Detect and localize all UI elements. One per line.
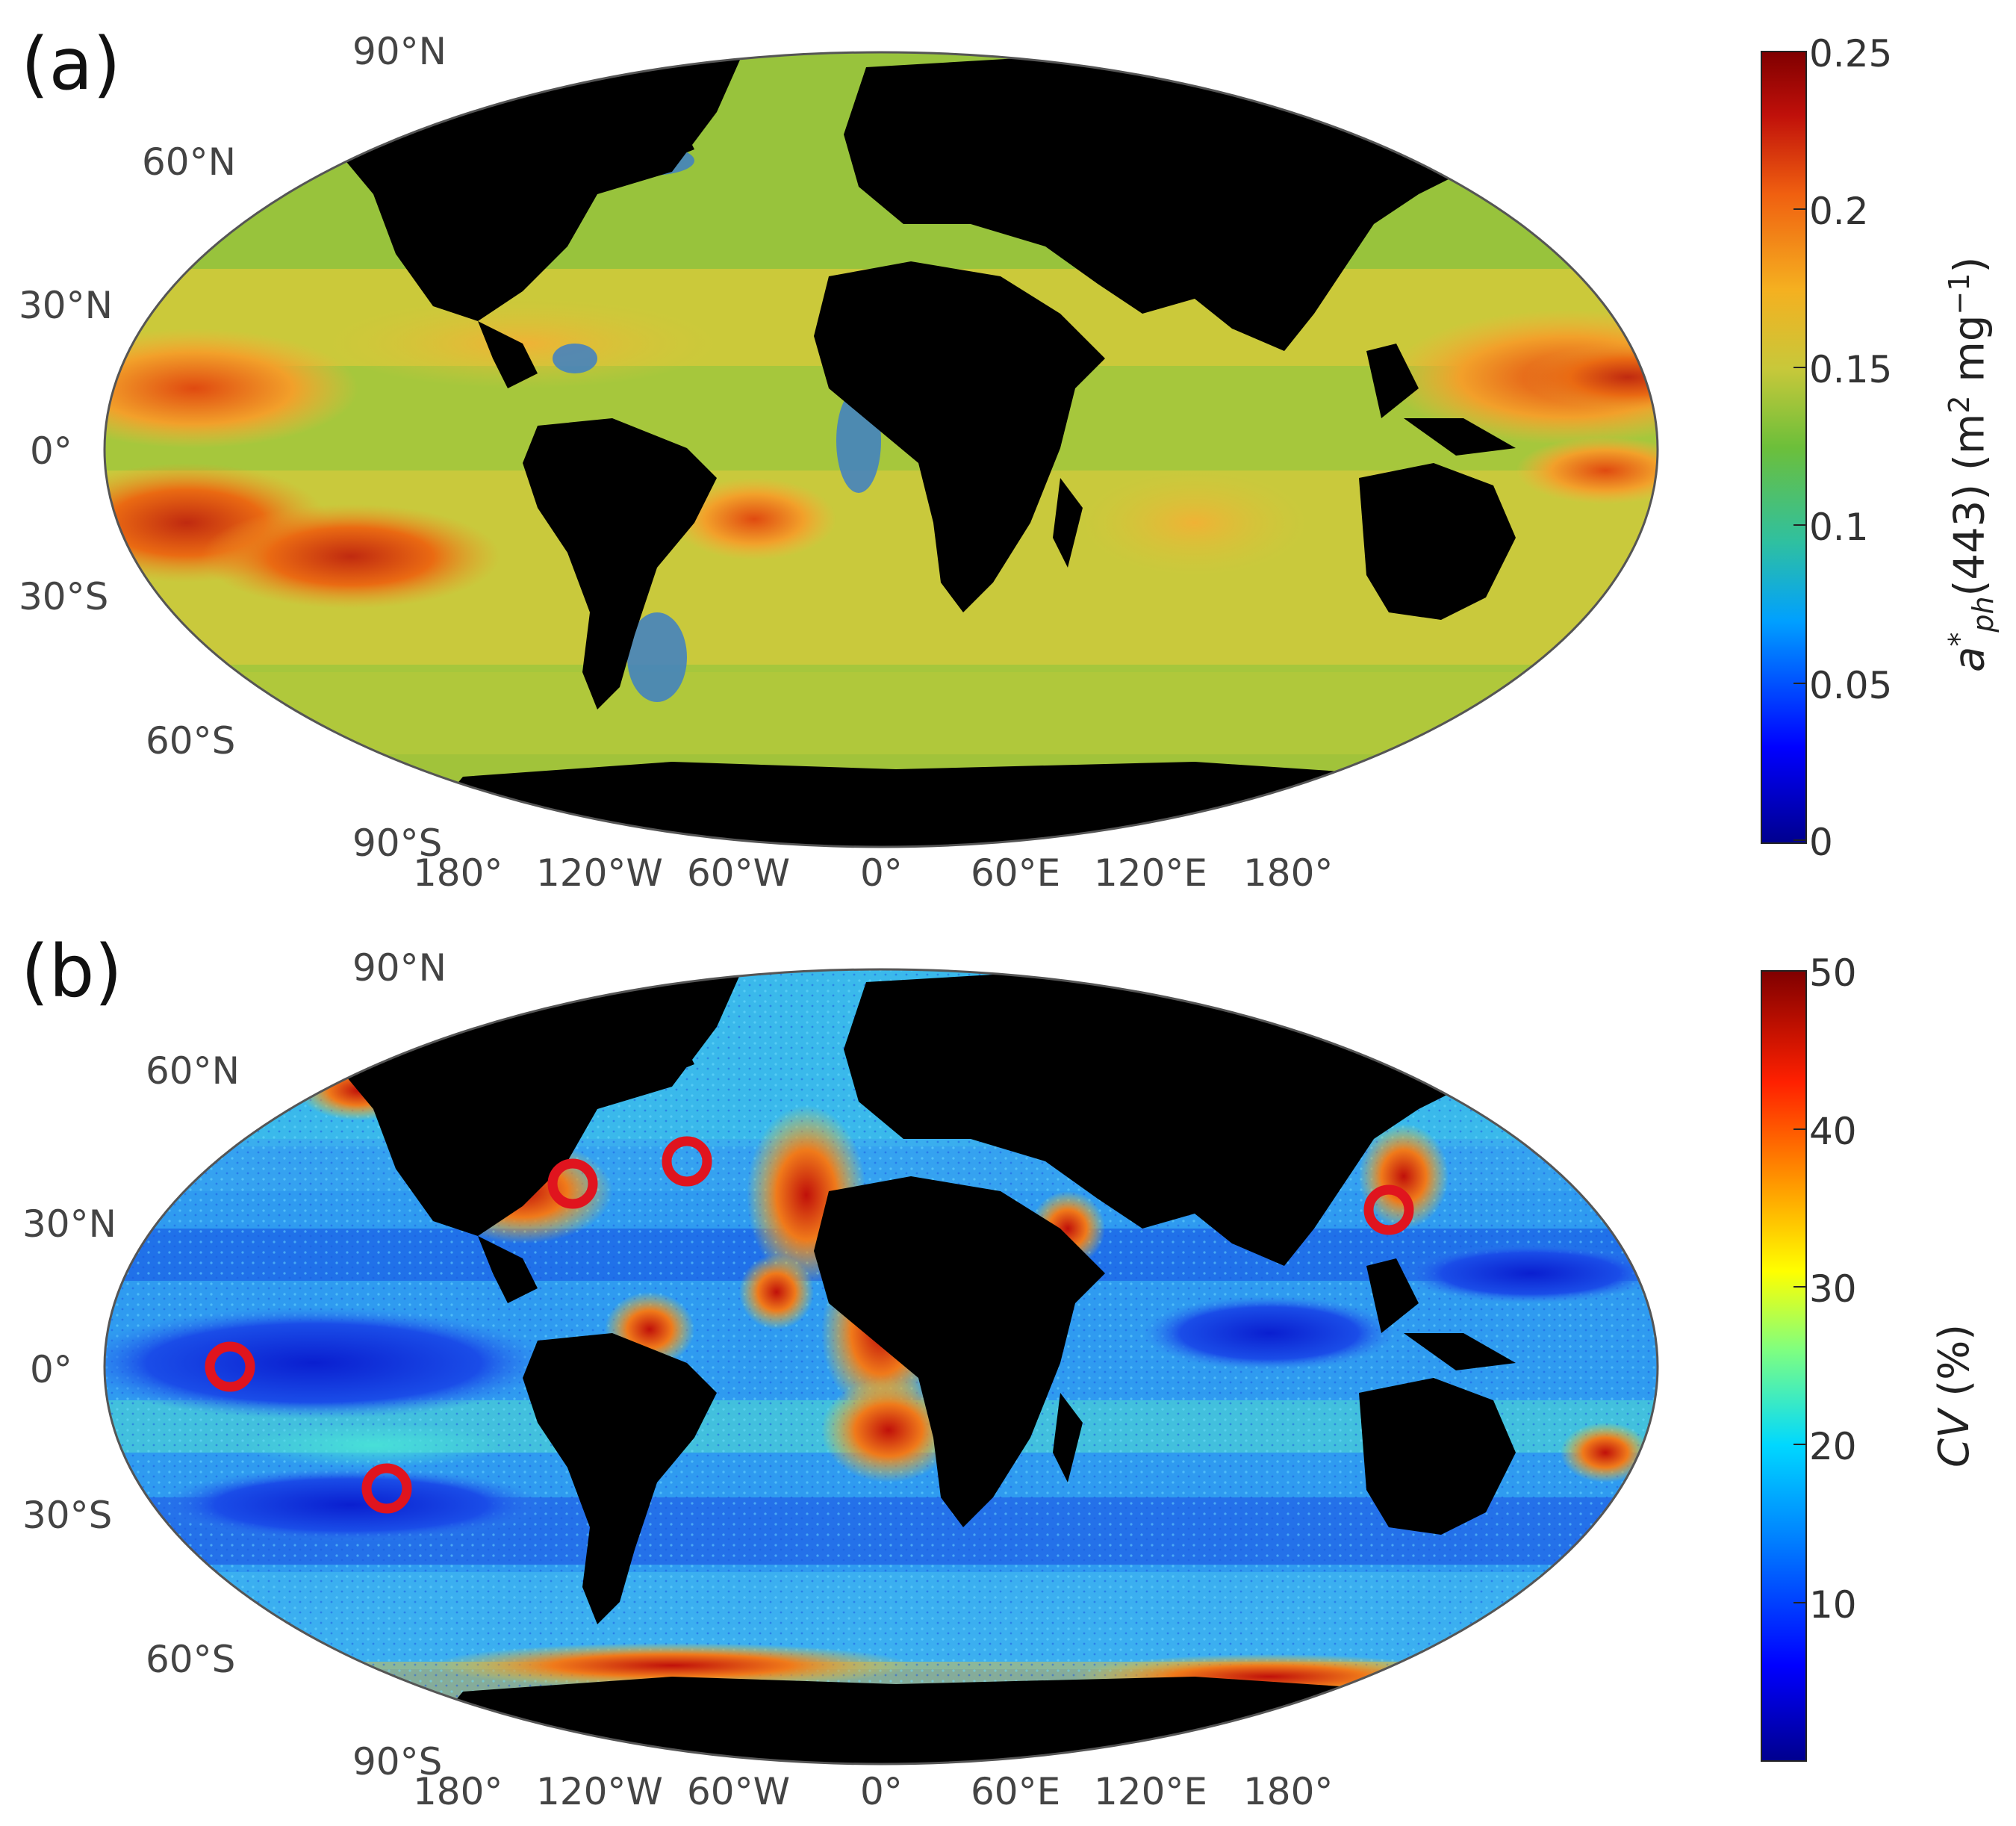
panel-b-letter: (b) — [21, 930, 122, 1013]
panel-a-lat-60n: 60°N — [142, 140, 237, 184]
panel-a-lat-60s: 60°S — [146, 719, 236, 763]
panel-b-cbar-tickmark — [1793, 1286, 1805, 1288]
panel-a-cbar-tick-0.25: 0.25 — [1809, 32, 1893, 75]
panel-a-cbar-tickmark — [1793, 51, 1805, 52]
panel-a-lon-180e: 180° — [1243, 851, 1334, 895]
panel-b-lon-180e: 180° — [1243, 1770, 1334, 1813]
panel-b-lat-0: 0° — [30, 1348, 72, 1391]
marker-circle — [205, 1341, 255, 1392]
panel-b-cbar-tickmark — [1793, 970, 1805, 972]
panel-b-markers — [205, 1136, 1414, 1514]
panel-b-ocean — [105, 969, 1658, 1764]
panel-a-lon-60e: 60°E — [971, 851, 1061, 895]
panel-b-lat-90s: 90°S — [352, 1740, 443, 1783]
panel-a-lat-90s: 90°S — [352, 822, 443, 865]
panel-a-cbar-tickmark — [1793, 524, 1805, 526]
panel-a-lon-0: 0° — [860, 851, 903, 895]
panel-a-cbar-tickmark — [1793, 208, 1805, 210]
panel-a-colorbar — [1761, 51, 1807, 844]
marker-circle — [547, 1158, 598, 1209]
panel-b-cbar-tick-10: 10 — [1809, 1583, 1857, 1627]
panel-a-cbar-tick-0.05: 0.05 — [1809, 664, 1893, 707]
panel-b-lon-0: 0° — [860, 1770, 903, 1813]
panel-b-map-frame — [103, 968, 1659, 1766]
panel-b-cbar-tick-30: 30 — [1809, 1267, 1857, 1311]
panel-b-cbar-tickmark — [1793, 1128, 1805, 1130]
panel-b-cbar-tick-50: 50 — [1809, 951, 1857, 995]
panel-b-colorbar — [1761, 970, 1807, 1762]
panel-a-lon-120w: 120°W — [536, 851, 663, 895]
panel-b-lat-60n: 60°N — [146, 1049, 240, 1093]
panel-a-lon-60w: 60°W — [687, 851, 791, 895]
panel-a-lat-30s: 30°S — [19, 575, 109, 618]
panel-a-cbar-tick-0.2: 0.2 — [1809, 190, 1869, 233]
panel-b-lat-30n: 30°N — [22, 1202, 117, 1246]
panel-b-lat-60s: 60°S — [146, 1638, 236, 1681]
marker-circle — [361, 1463, 412, 1514]
panel-a-lat-90n: 90°N — [352, 30, 447, 73]
panel-a-cbar-tickmark — [1793, 367, 1805, 368]
panel-a-cbar-tickmark — [1793, 839, 1805, 841]
panel-b-map — [103, 968, 1659, 1766]
panel-b-lat-30s: 30°S — [22, 1494, 113, 1537]
panel-a-cbar-tick-0.15: 0.15 — [1809, 348, 1893, 391]
panel-b-lon-60w: 60°W — [687, 1770, 791, 1813]
marker-circle — [1363, 1184, 1414, 1235]
panel-a: (a) — [0, 0, 2016, 896]
panel-b-cbar-tick-40: 40 — [1809, 1110, 1857, 1153]
panel-a-cbar-tickmark — [1793, 683, 1805, 684]
panel-a-lon-180w: 180° — [413, 851, 503, 895]
panel-b-lon-120w: 120°W — [536, 1770, 663, 1813]
panel-b-cbar-tick-20: 20 — [1809, 1425, 1857, 1468]
panel-a-lat-30n: 30°N — [19, 284, 113, 327]
panel-b: (b) — [0, 915, 2016, 1826]
panel-a-colorbar-label: a*ph(443) (m2 mg−1) — [1943, 256, 2000, 672]
panel-b-colorbar-label: CV (%) — [1930, 1323, 1979, 1468]
panel-a-map — [103, 51, 1659, 848]
panel-a-letter: (a) — [21, 22, 121, 106]
panel-a-map-frame — [103, 51, 1659, 848]
panel-a-cbar-tick-0: 0 — [1809, 821, 1833, 864]
panel-a-lon-120e: 120°E — [1094, 851, 1208, 895]
panel-b-lat-90n: 90°N — [352, 946, 447, 990]
panel-b-lon-180w: 180° — [413, 1770, 503, 1813]
panel-b-cbar-tickmark — [1793, 1602, 1805, 1603]
panel-b-lon-60e: 60°E — [971, 1770, 1061, 1813]
panel-b-lon-120e: 120°E — [1094, 1770, 1208, 1813]
panel-a-cbar-tick-0.1: 0.1 — [1809, 506, 1869, 549]
panel-a-lat-0: 0° — [30, 429, 72, 473]
panel-b-cbar-tickmark — [1793, 1444, 1805, 1445]
marker-circle — [662, 1136, 712, 1187]
panel-a-ocean — [105, 52, 1658, 847]
